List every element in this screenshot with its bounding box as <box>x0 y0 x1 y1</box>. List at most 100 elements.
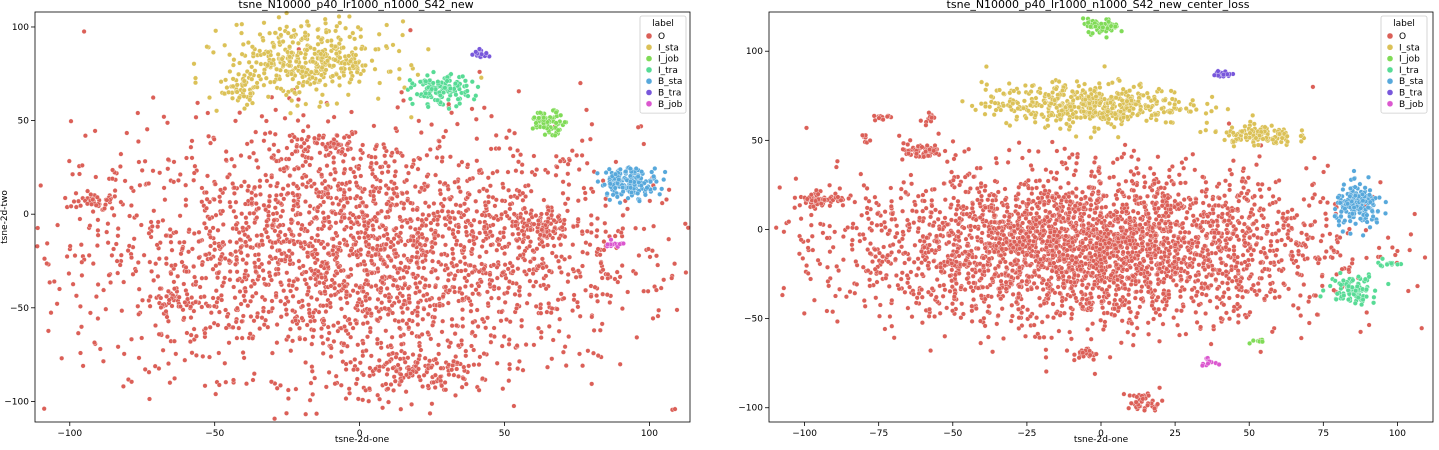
data-point <box>424 72 430 78</box>
data-point <box>520 239 526 245</box>
data-point <box>589 121 595 127</box>
data-point <box>325 58 330 64</box>
data-point <box>654 253 659 259</box>
data-point <box>414 249 420 255</box>
data-point <box>499 343 505 349</box>
data-point <box>256 252 262 257</box>
data-point <box>1048 275 1054 281</box>
data-point <box>234 269 240 275</box>
data-point <box>1034 185 1040 191</box>
data-point <box>365 272 371 278</box>
data-point <box>579 229 585 235</box>
data-point <box>75 330 81 336</box>
data-point <box>410 207 416 213</box>
data-point <box>320 340 326 346</box>
data-point <box>304 19 310 25</box>
data-point <box>502 244 508 250</box>
data-point <box>1266 186 1272 192</box>
data-point <box>303 60 309 66</box>
data-point <box>322 16 328 22</box>
data-point <box>579 138 585 144</box>
data-point <box>390 42 396 48</box>
data-point <box>269 222 275 228</box>
data-point <box>193 80 198 86</box>
data-point <box>177 172 183 177</box>
data-point <box>392 173 398 179</box>
data-point <box>391 264 397 270</box>
data-point <box>562 256 568 262</box>
data-point <box>553 153 559 159</box>
data-point <box>317 150 323 156</box>
data-point <box>904 273 910 278</box>
data-point <box>400 293 405 299</box>
data-point <box>959 301 965 307</box>
data-point <box>589 381 595 387</box>
data-point <box>321 215 327 221</box>
data-point <box>494 168 500 174</box>
data-point <box>160 347 166 353</box>
data-point <box>272 416 278 422</box>
data-point <box>1156 306 1162 312</box>
data-point <box>317 166 323 172</box>
data-point <box>215 227 221 233</box>
data-point <box>189 155 195 161</box>
data-point <box>661 277 667 283</box>
data-point <box>158 305 164 310</box>
data-point <box>282 232 288 238</box>
data-point <box>477 254 483 260</box>
data-point <box>1112 297 1118 303</box>
data-point <box>81 29 87 34</box>
data-point <box>580 363 586 369</box>
data-point <box>284 311 290 317</box>
data-point <box>298 226 304 232</box>
data-point <box>565 161 571 167</box>
data-point <box>1107 175 1113 181</box>
data-point <box>245 40 251 46</box>
data-point <box>463 229 469 235</box>
data-point <box>638 183 644 189</box>
data-point <box>580 263 585 269</box>
data-point <box>222 256 228 261</box>
data-point <box>510 153 516 159</box>
data-point <box>207 324 213 330</box>
data-point <box>365 220 371 226</box>
data-point <box>432 284 438 290</box>
data-point <box>348 225 354 231</box>
data-point <box>399 224 405 230</box>
data-point <box>295 192 300 198</box>
data-point <box>429 86 435 92</box>
data-point <box>204 196 210 202</box>
data-point <box>375 392 381 398</box>
data-point <box>212 181 218 187</box>
data-point <box>410 271 416 277</box>
data-point <box>106 272 112 278</box>
data-point <box>473 198 479 204</box>
data-point <box>360 340 366 346</box>
data-point <box>238 250 244 256</box>
data-point <box>173 351 179 357</box>
data-point <box>394 284 400 290</box>
data-point <box>208 140 213 146</box>
data-point <box>570 308 576 314</box>
data-point <box>163 233 169 239</box>
data-point <box>352 241 358 247</box>
data-point <box>994 321 1000 327</box>
data-point <box>287 54 293 60</box>
data-point <box>331 155 337 161</box>
data-point <box>213 263 219 269</box>
data-point <box>435 222 441 227</box>
data-point <box>331 338 337 344</box>
data-point <box>311 327 317 333</box>
data-point <box>1100 327 1106 332</box>
data-point <box>562 234 568 240</box>
data-point <box>250 335 256 341</box>
data-point <box>382 261 388 267</box>
data-point <box>473 93 479 99</box>
data-point <box>859 212 865 218</box>
data-point <box>97 346 103 352</box>
data-point <box>898 276 904 282</box>
data-point <box>383 191 389 197</box>
data-point <box>402 282 408 288</box>
data-point <box>220 239 226 245</box>
data-point <box>432 314 438 320</box>
